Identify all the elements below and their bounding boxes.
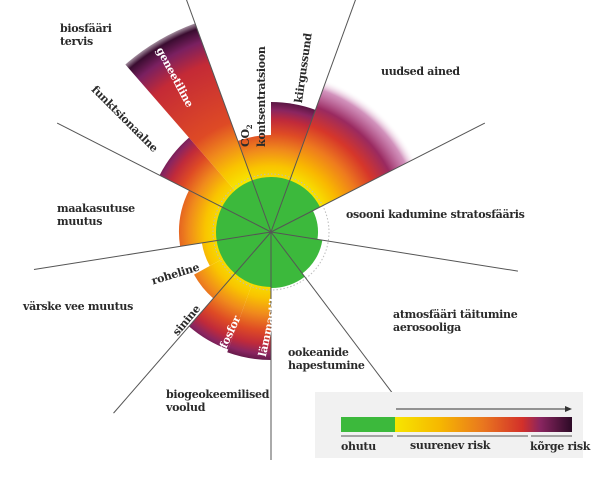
sector-divider-0 [186,0,272,233]
co2-subscript: 2 [245,124,255,130]
label-co2: CO2 kontsentratsioon [239,46,269,147]
safe-zone-1 [271,210,318,240]
legend-safe-label: ohutu [341,440,376,453]
safe-zone-0 [252,176,321,232]
sector-divider-3 [270,122,486,233]
sector-divider-1 [270,0,356,233]
legend-high-label: kõrge risk [530,440,591,453]
legend-scale [315,392,583,458]
label-ocean-acidification: ookeanide hapestumine [288,346,365,372]
sector-divider-4 [33,231,272,271]
safe-zone-4 [234,232,271,287]
safe-zone-3 [271,232,305,288]
label-biogeochemical: biogeokeemilised voolud [166,388,270,414]
sector-divider-8 [270,231,407,412]
label-novel-entities: uudsed ained [381,65,460,78]
sector-divider-2 [56,122,272,233]
co2-text-line2: kontsentratsioon [255,46,269,147]
legend-safe-swatch [341,417,395,432]
label-biosphere: biosfääri tervis [60,22,112,48]
co2-text: CO [239,129,252,147]
sector-divider-5 [270,231,519,272]
label-aerosols: atmosfääri täitumine aerosooliga [393,308,518,334]
safe-boundary-circle [212,173,330,291]
label-freshwater: värske vee muutus [23,300,133,313]
label-ozone: osooni kadumine stratosfääris [346,208,525,221]
wedge-genetic-biosphere [125,23,272,232]
label-land-use: maakasutuse muutus [57,202,135,228]
safe-zone-2 [271,232,323,274]
sector-divider-6 [113,231,272,414]
safe-zone-5 [216,232,271,274]
legend-risk-swatch [395,417,572,432]
legend-arrow-head-icon [565,406,572,412]
legend-increasing-label: suurenev risk [410,439,491,452]
